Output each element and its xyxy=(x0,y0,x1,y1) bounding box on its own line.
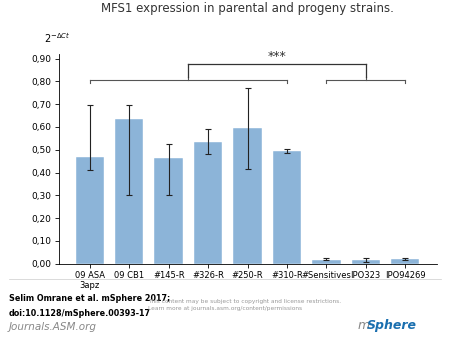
Text: ***: *** xyxy=(268,50,287,64)
Text: Journals.ASM.org: Journals.ASM.org xyxy=(9,322,97,332)
Bar xyxy=(194,142,222,264)
Title: MFS1 expression in parental and progeny strains.: MFS1 expression in parental and progeny … xyxy=(101,2,394,16)
Bar xyxy=(115,119,144,264)
Bar xyxy=(391,259,419,264)
Bar xyxy=(233,128,262,264)
Bar xyxy=(273,151,301,264)
Bar xyxy=(154,158,183,264)
Text: 2$^{-\Delta Ct}$: 2$^{-\Delta Ct}$ xyxy=(44,31,70,45)
Text: Sphere: Sphere xyxy=(367,319,417,332)
Bar xyxy=(312,260,341,264)
Text: doi:10.1128/mSphere.00393-17: doi:10.1128/mSphere.00393-17 xyxy=(9,309,151,318)
Text: This content may be subject to copyright and license restrictions.
Learn more at: This content may be subject to copyright… xyxy=(148,299,342,311)
Bar xyxy=(351,260,380,264)
Text: m: m xyxy=(358,319,370,332)
Text: Selim Omrane et al. mSphere 2017;: Selim Omrane et al. mSphere 2017; xyxy=(9,294,170,303)
Bar xyxy=(76,156,104,264)
